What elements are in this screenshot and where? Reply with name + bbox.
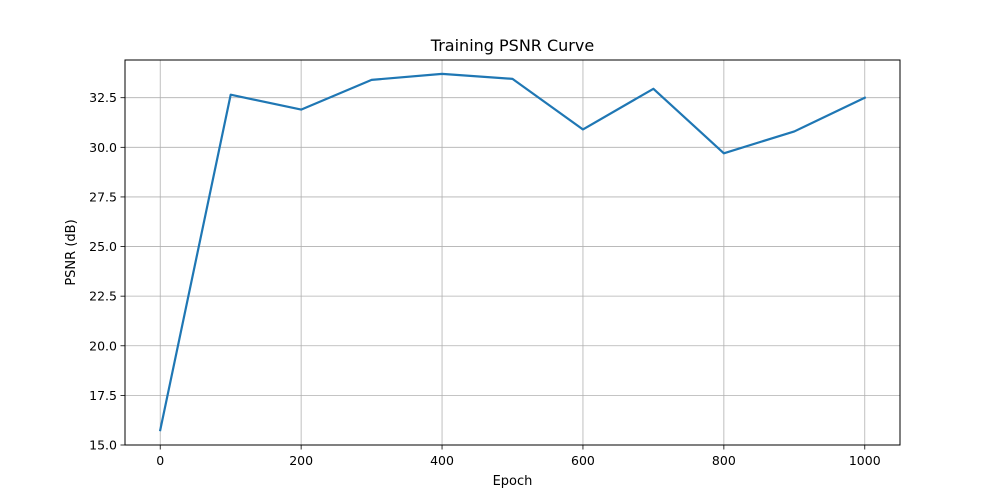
grid-layer [125, 60, 900, 446]
tick-layer: 0 200 400 600 800 1000 15.0 17.5 20.0 22.5 25.0 27.… [89, 90, 881, 468]
x-tick-label: 1000 [849, 453, 881, 468]
y-tick-label: 20.0 [89, 338, 117, 353]
y-tick-label: 15.0 [89, 438, 117, 453]
y-tick-label: 25.0 [89, 239, 117, 254]
plot-frame [124, 59, 901, 446]
y-tick-label: 17.5 [89, 388, 117, 403]
y-axis-label: PSNR (dB) [64, 219, 79, 285]
x-tick-label: 200 [289, 453, 313, 468]
x-tick-label: 0 [156, 453, 164, 468]
y-tick-label: 22.5 [89, 289, 117, 304]
x-tick-label: 800 [712, 453, 736, 468]
chart-title: Training PSNR Curve [430, 36, 594, 55]
y-tick-label: 30.0 [89, 140, 117, 155]
y-tick-label: 27.5 [89, 189, 117, 204]
x-axis-label: Epoch [493, 474, 533, 489]
series-layer [158, 72, 867, 432]
y-tick-label: 32.5 [89, 90, 117, 105]
series-line [158, 72, 867, 432]
x-tick-label: 600 [571, 453, 595, 468]
x-tick-label: 400 [430, 453, 454, 468]
